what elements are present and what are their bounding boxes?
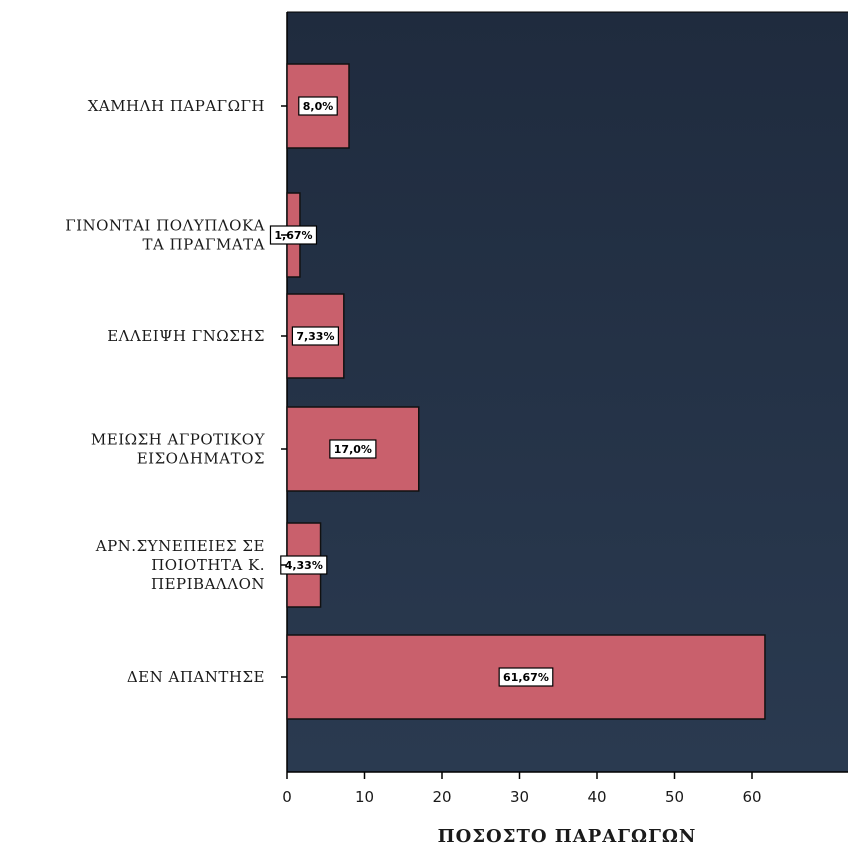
data-label-box-3 [329,439,377,459]
data-label-3: 17,0% [334,443,372,456]
category-label-5-0: ΔΕΝ ΑΠΑΝΤΗΣΕ [127,668,265,686]
category-label-4-1: ΠΟΙΟΤΗΤΑ Κ. [151,556,265,574]
data-label-box-5 [498,667,554,687]
data-label-box-4 [280,555,328,575]
x-tick-label-1: 10 [355,788,374,806]
category-label-1-1: ΤΑ ΠΡΑΓΜΑΤΑ [142,236,265,254]
category-label-3-0: ΜΕΙΩΣΗ ΑΓΡΟΤΙΚΟΥ [91,431,266,449]
x-tick-label-4: 40 [587,788,606,806]
x-tick-label-6: 60 [742,788,761,806]
data-label-box-0 [298,96,338,116]
category-label-4-0: ΑΡΝ.ΣΥΝΕΠΕΙΕΣ ΣΕ [95,537,265,555]
data-label-4: 4,33% [285,559,323,572]
data-label-0: 8,0% [303,100,334,113]
data-label-box-2 [291,326,340,346]
bars-group: 8,0% 1,67% 7,33% 17,0% 4,33% 61,67% [269,63,766,720]
bar-0 [286,63,350,149]
category-label-2-0: ΕΛΛΕΙΨΗ ΓΝΩΣΗΣ [107,327,265,345]
category-label-4-2: ΠΕΡΙΒΑΛΛΟΝ [151,575,265,593]
x-ticks-group: 0 10 20 30 40 50 60 [282,772,762,806]
x-tick-label-2: 20 [432,788,451,806]
x-tick-label-3: 30 [510,788,529,806]
category-label-1-0: ΓΙΝΟΝΤΑΙ ΠΟΛΥΠΛΟΚΑ [65,217,265,235]
x-tick-label-5: 50 [665,788,684,806]
data-label-5: 61,67% [503,671,549,684]
data-label-box-1 [269,225,318,245]
x-axis-title: ΠΟΣΟΣΤΟ ΠΑΡΑΓΩΓΩΝ [438,826,697,847]
x-tick-label-0: 0 [282,788,292,806]
data-label-2: 7,33% [296,330,334,343]
data-label-1: 1,67% [274,229,312,242]
category-label-0-0: ΧΑΜΗΛΗ ΠΑΡΑΓΩΓΗ [88,97,265,115]
category-label-3-1: ΕΙΣΟΔΗΜΑΤΟΣ [137,450,265,468]
